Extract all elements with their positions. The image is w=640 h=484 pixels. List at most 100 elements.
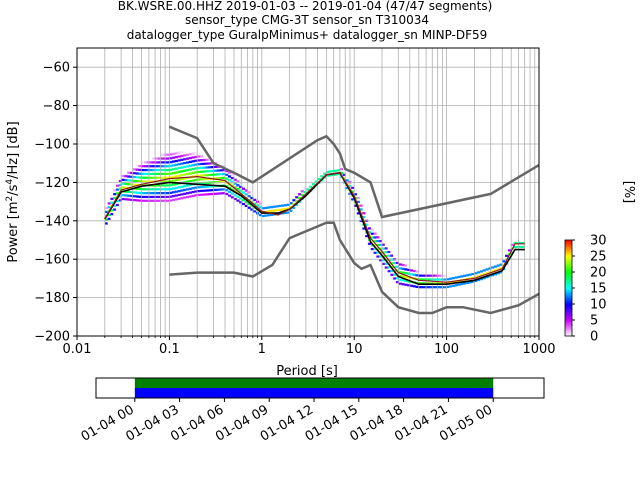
density-cell: [233, 201, 237, 204]
density-cell: [183, 161, 187, 165]
density-cell: [188, 160, 192, 164]
density-cell: [314, 176, 318, 179]
colorbar-step: [565, 280, 572, 282]
density-cell: [449, 281, 453, 284]
time-axis-frame: [95, 377, 545, 399]
density-cell: [443, 289, 447, 293]
density-cell: [130, 202, 134, 205]
density-cell: [454, 276, 458, 279]
colorbar-step: [565, 316, 572, 319]
density-cell: [437, 282, 442, 285]
density-cell: [166, 176, 170, 179]
density-cell: [474, 276, 478, 279]
density-cell: [463, 270, 467, 274]
density-cell: [104, 226, 108, 229]
density-cell: [149, 199, 153, 202]
density-cell: [278, 201, 282, 204]
density-cell: [505, 266, 509, 269]
density-cell: [132, 172, 136, 175]
density-cell: [365, 238, 369, 242]
density-cell: [258, 213, 262, 217]
colorbar-step: [565, 275, 572, 278]
density-cell: [213, 169, 218, 172]
density-cell: [160, 161, 164, 164]
density-cell: [449, 289, 453, 292]
density-cell: [127, 175, 131, 178]
density-cell: [239, 205, 243, 208]
density-cell: [169, 153, 173, 156]
density-cell: [437, 274, 442, 277]
density-cell: [267, 202, 271, 205]
density-cell: [359, 204, 363, 207]
density-cell: [194, 198, 198, 201]
density-cell: [418, 289, 422, 293]
density-cell: [121, 201, 125, 204]
density-cell: [244, 208, 248, 211]
density-cell: [373, 236, 377, 239]
density-cell: [141, 188, 145, 191]
density-cell: [185, 195, 190, 199]
density-cell: [289, 213, 293, 216]
density-cell: [353, 193, 358, 196]
density-cell: [233, 186, 237, 189]
colorbar-step: [565, 259, 572, 262]
density-cell: [113, 208, 117, 211]
density-cell: [160, 203, 164, 206]
density-cell: [216, 169, 220, 172]
density-cell: [183, 177, 187, 180]
density-cell: [457, 272, 461, 275]
density-cell: [171, 202, 176, 205]
density-cell: [446, 278, 450, 281]
density-cell: [281, 204, 285, 207]
density-cell: [158, 168, 162, 172]
density-cell: [370, 244, 374, 247]
density-cell: [177, 163, 181, 166]
density-cell: [353, 189, 358, 192]
density-cell: [479, 277, 483, 281]
density-cell: [152, 184, 156, 187]
density-cell: [432, 274, 436, 277]
density-cell: [325, 166, 330, 170]
density-cell: [264, 218, 268, 221]
density-cell: [499, 275, 503, 278]
density-cell: [132, 195, 136, 198]
density-cell: [194, 190, 198, 193]
density-cell: [146, 180, 150, 183]
density-cell: [507, 249, 511, 252]
density-cell: [253, 214, 257, 217]
density-cell: [155, 168, 159, 172]
density-cell: [191, 198, 195, 201]
density-cell: [488, 275, 492, 278]
density-cell: [359, 223, 363, 226]
density-cell: [191, 190, 195, 194]
density-cell: [222, 188, 226, 191]
density-cell: [474, 272, 478, 275]
density-cell: [275, 216, 279, 220]
density-cell: [152, 199, 156, 202]
density-cell: [222, 192, 226, 195]
density-cell: [488, 267, 492, 270]
density-cell: [188, 172, 192, 175]
density-cell: [233, 194, 237, 197]
density-cell: [141, 161, 145, 164]
density-cell: [267, 210, 271, 213]
density-cell: [482, 269, 486, 272]
density-cell: [463, 274, 467, 277]
density-cell: [337, 176, 341, 180]
density-cell: [482, 280, 486, 284]
density-cell: [247, 210, 251, 213]
density-cell: [127, 183, 131, 186]
density-cell: [261, 203, 265, 206]
density-cell: [194, 151, 198, 155]
density-cell: [110, 201, 114, 204]
density-cell: [146, 188, 150, 191]
colorbar-step: [565, 297, 572, 300]
colorbar-step: [565, 249, 572, 252]
density-cell: [258, 217, 262, 221]
density-cell: [457, 275, 461, 279]
density-cell: [169, 172, 173, 175]
density-cell: [205, 162, 209, 165]
colorbar-step: [565, 291, 572, 294]
density-cell: [356, 196, 360, 200]
